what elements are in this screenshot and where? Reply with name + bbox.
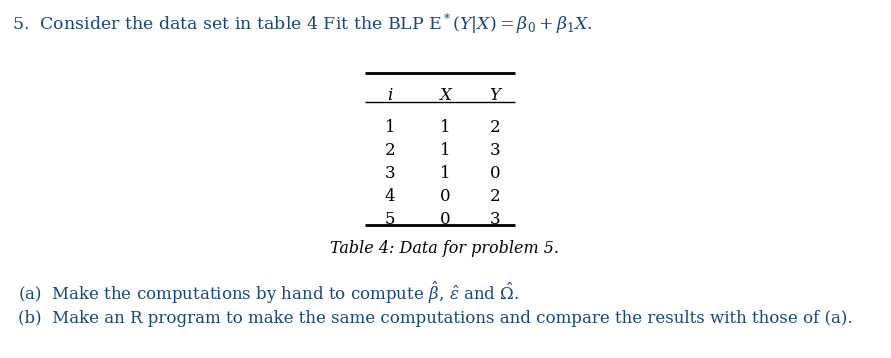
Text: 1: 1 [385, 119, 396, 136]
Text: (b)  Make an R program to make the same computations and compare the results wit: (b) Make an R program to make the same c… [18, 310, 853, 327]
Text: 5.  Consider the data set in table 4 Fit the BLP $\mathrm{E}^*(Y|X) = \beta_0 + : 5. Consider the data set in table 4 Fit … [12, 12, 593, 37]
Text: i: i [388, 87, 393, 104]
Text: 2: 2 [490, 119, 501, 136]
Text: (a)  Make the computations by hand to compute $\hat{\beta},\, \hat{\epsilon}$ an: (a) Make the computations by hand to com… [18, 280, 519, 306]
Text: 0: 0 [439, 188, 450, 205]
Text: 2: 2 [385, 142, 396, 159]
Text: X: X [439, 87, 451, 104]
Text: Table 4: Data for problem 5.: Table 4: Data for problem 5. [331, 240, 560, 257]
Text: 5: 5 [385, 211, 396, 228]
Text: 1: 1 [439, 165, 450, 182]
Text: 4: 4 [385, 188, 396, 205]
Text: 3: 3 [490, 211, 501, 228]
Text: 0: 0 [439, 211, 450, 228]
Text: Y: Y [489, 87, 501, 104]
Text: 2: 2 [490, 188, 501, 205]
Text: 1: 1 [439, 119, 450, 136]
Text: 3: 3 [385, 165, 396, 182]
Text: 3: 3 [490, 142, 501, 159]
Text: 0: 0 [490, 165, 501, 182]
Text: 1: 1 [439, 142, 450, 159]
